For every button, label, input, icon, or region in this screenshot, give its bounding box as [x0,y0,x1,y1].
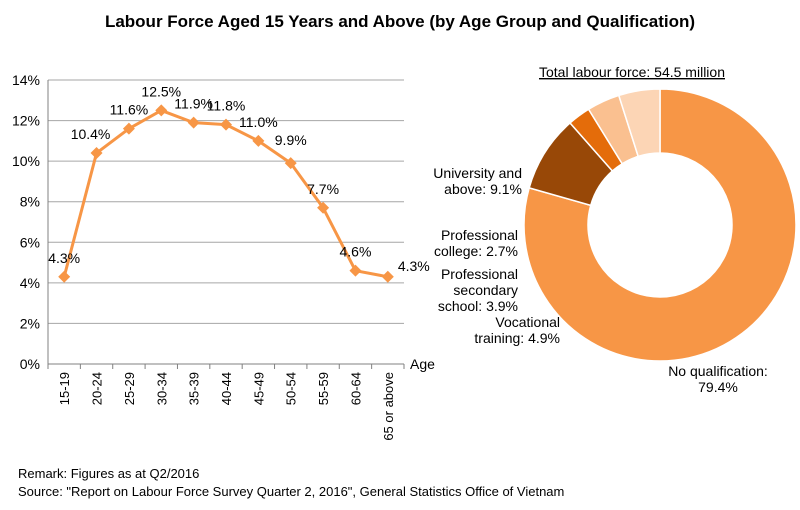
data-label: 9.9% [275,132,307,148]
slice-label-line: Professional [441,227,518,243]
data-label: 7.7% [307,181,339,197]
data-point [58,270,71,283]
donut-slice [523,88,797,362]
x-tick-label: 15-19 [57,372,72,405]
slice-label-line: training: 4.9% [474,330,560,346]
chart-title: Labour Force Aged 15 Years and Above (by… [104,12,696,31]
y-tick-label: 0% [20,356,40,372]
slice-label: Vocational training: 4.9% [474,314,560,346]
x-tick-label: 45-49 [251,372,266,405]
x-tick-label: 20-24 [90,372,105,405]
donut-chart-qualification: Total labour force: 54.5 million No quali… [433,64,797,395]
data-point [187,116,200,129]
data-point [155,104,168,117]
x-tick-label: 40-44 [219,372,234,405]
data-label: 4.3% [398,258,430,274]
data-label: 10.4% [71,126,111,142]
x-tick-label: 60-64 [348,372,363,405]
data-label: 11.8% [207,98,246,114]
data-point [252,134,265,147]
data-point [317,201,330,214]
data-label: 11.9% [174,96,213,112]
y-tick-label: 10% [12,153,40,169]
data-point [90,147,103,160]
x-tick-label: 30-34 [154,372,169,405]
slice-label-line: Vocational [495,314,560,330]
y-tick-label: 6% [20,234,40,250]
slice-label-line: University and [433,165,522,181]
remark-note: Remark: Figures as at Q2/2016 [18,466,200,481]
data-point [220,118,232,131]
slice-label: Professional secondary school: 3.9% [438,266,518,314]
data-point [349,264,362,277]
data-label: 11.0% [239,114,278,130]
x-axis-label: Age [410,356,435,372]
y-tick-label: 4% [20,275,40,291]
x-tick-label: 65 or above [381,372,396,441]
data-point [381,270,394,283]
slice-label-line: 79.4% [698,379,738,395]
slice-label-line: No qualification: [668,363,768,379]
slice-label-line: college: 2.7% [434,243,518,259]
x-tick-label: 25-29 [122,372,137,405]
slice-label-line: school: 3.9% [438,298,518,314]
y-tick-label: 12% [12,113,40,129]
line-chart-age-group: 0% 2% 4% 6% 8% 10% 12% 14% 15-19 20-24 25-29 30-34 3… [12,72,435,441]
y-tick-label: 8% [20,194,40,210]
x-tick-label: 50-54 [284,372,299,405]
slice-label: University and above: 9.1% [433,165,522,197]
x-tick-label: 35-39 [187,372,202,405]
slice-label: No qualification: 79.4% [668,363,768,395]
donut-slice [617,88,661,158]
data-label: 4.3% [48,250,80,266]
donut-title: Total labour force: 54.5 million [539,64,725,80]
slice-label: Professional college: 2.7% [434,227,518,259]
slice-label-line: secondary [453,282,518,298]
data-label: 12.5% [141,83,181,99]
slice-label-line: Professional [441,266,518,282]
source-note: Source: "Report on Labour Force Survey Q… [18,484,565,499]
x-tick-label: 55-59 [316,372,331,405]
y-tick-label: 2% [20,315,40,331]
slice-label-line: above: 9.1% [444,181,522,197]
data-label: 11.6% [110,102,149,118]
data-label: 4.6% [339,244,371,260]
data-point [284,157,297,170]
y-tick-label: 14% [12,72,40,88]
data-point [122,122,135,135]
